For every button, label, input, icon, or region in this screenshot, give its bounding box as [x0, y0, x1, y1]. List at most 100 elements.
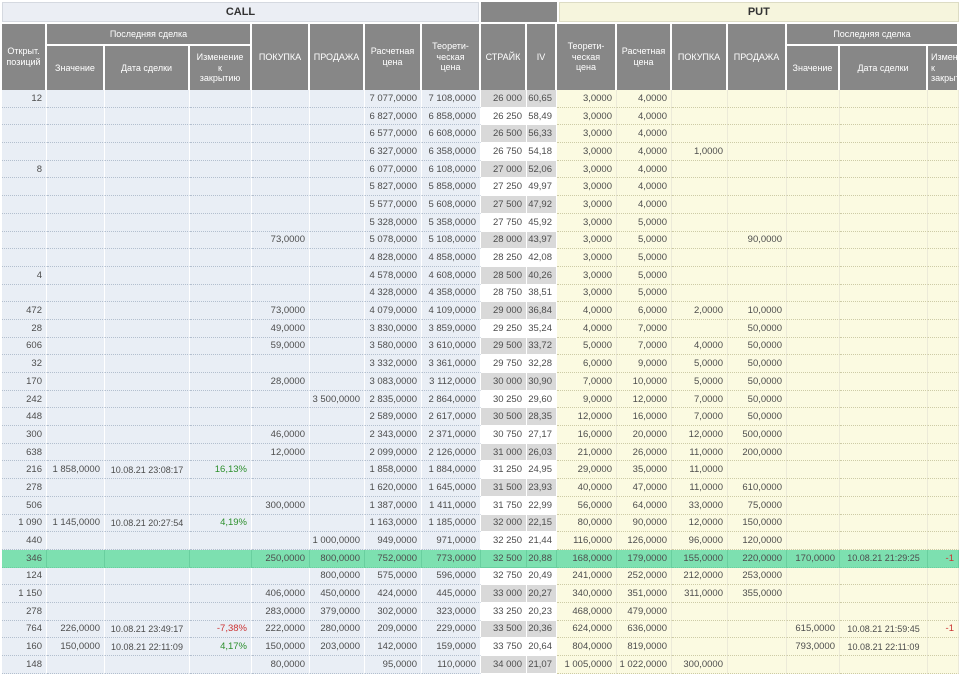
call-buy-cell[interactable]	[252, 567, 310, 586]
put-sell-cell[interactable]	[728, 266, 787, 285]
call-open-positions-cell[interactable]: 764	[2, 620, 47, 639]
call-open-positions-cell[interactable]	[2, 107, 47, 126]
call-open-positions-cell[interactable]	[2, 284, 47, 303]
call-open-positions-cell[interactable]	[2, 231, 47, 250]
put-sell-cell[interactable]	[728, 160, 787, 179]
put-sell-cell[interactable]	[728, 638, 787, 656]
call-last-trade-date-cell[interactable]	[105, 178, 190, 197]
put-last-trade-date-cell[interactable]	[840, 443, 928, 462]
call-last-trade-date-cell[interactable]: 10.08.21 20:27:54	[105, 514, 190, 533]
call-change-to-close-cell[interactable]	[190, 426, 252, 444]
put-buy-cell[interactable]	[672, 160, 728, 179]
put-last-value-cell[interactable]	[787, 337, 840, 356]
call-open-positions-cell[interactable]: 1 090	[2, 514, 47, 533]
put-last-value-cell[interactable]	[787, 125, 840, 144]
call-sell-cell[interactable]	[310, 355, 365, 373]
call-buy-cell[interactable]	[252, 390, 310, 409]
put-change-to-close-cell[interactable]	[928, 266, 959, 285]
call-last-trade-date-cell[interactable]	[105, 656, 190, 674]
put-change-to-close-cell[interactable]	[928, 567, 959, 586]
iv-cell[interactable]: 27,17	[527, 426, 557, 444]
put-theoretical-price-cell[interactable]: 80,0000	[557, 514, 617, 533]
call-buy-cell[interactable]	[252, 125, 310, 144]
put-settlement-price-cell[interactable]: 479,0000	[617, 602, 672, 621]
call-buy-cell[interactable]: 80,0000	[252, 656, 310, 674]
put-last-value-cell[interactable]	[787, 143, 840, 161]
call-open-positions-cell[interactable]: 506	[2, 496, 47, 515]
strike-cell[interactable]: 29 250	[481, 319, 527, 338]
put-theoretical-price-cell[interactable]: 3,0000	[557, 266, 617, 285]
put-change-to-close-cell[interactable]: -1	[928, 549, 959, 568]
put-last-trade-date-cell[interactable]: 10.08.21 21:29:25	[840, 549, 928, 568]
put-buy-cell[interactable]: 96,0000	[672, 532, 728, 550]
call-buy-cell[interactable]	[252, 266, 310, 285]
call-buy-cell[interactable]	[252, 408, 310, 427]
call-last-trade-date-cell[interactable]	[105, 143, 190, 161]
put-sell-cell[interactable]	[728, 90, 787, 108]
call-last-trade-date-cell[interactable]: 10.08.21 22:11:09	[105, 638, 190, 656]
call-buy-cell[interactable]	[252, 196, 310, 214]
call-sell-cell[interactable]	[310, 143, 365, 161]
put-buy-cell[interactable]	[672, 178, 728, 197]
put-change-to-close-cell[interactable]	[928, 249, 959, 267]
put-sell-cell[interactable]: 355,0000	[728, 585, 787, 603]
put-sell-cell[interactable]: 90,0000	[728, 231, 787, 250]
call-open-positions-cell[interactable]: 278	[2, 602, 47, 621]
call-settlement-price-cell[interactable]: 2 589,0000	[365, 408, 422, 427]
call-settlement-price-cell[interactable]: 3 083,0000	[365, 373, 422, 391]
call-last-value-cell[interactable]: 226,0000	[47, 620, 105, 639]
put-buy-cell[interactable]: 4,0000	[672, 337, 728, 356]
call-sell-cell[interactable]: 203,0000	[310, 638, 365, 656]
call-sell-cell[interactable]	[310, 373, 365, 391]
put-theoretical-price-cell[interactable]: 3,0000	[557, 213, 617, 232]
put-theoretical-price-cell[interactable]: 3,0000	[557, 125, 617, 144]
put-buy-cell[interactable]: 311,0000	[672, 585, 728, 603]
call-settlement-price-cell[interactable]: 6 577,0000	[365, 125, 422, 144]
put-change-to-close-cell[interactable]	[928, 496, 959, 515]
call-last-trade-date-cell[interactable]	[105, 479, 190, 497]
put-theoretical-price-cell[interactable]: 4,0000	[557, 319, 617, 338]
put-last-value-cell[interactable]	[787, 514, 840, 533]
call-change-to-close-cell[interactable]: 4,19%	[190, 514, 252, 533]
call-change-to-close-cell[interactable]	[190, 532, 252, 550]
iv-cell[interactable]: 22,99	[527, 496, 557, 515]
call-last-value-cell[interactable]: 150,0000	[47, 638, 105, 656]
call-last-trade-date-cell[interactable]	[105, 390, 190, 409]
put-theoretical-price-cell[interactable]: 5,0000	[557, 337, 617, 356]
put-settlement-price-cell[interactable]: 20,0000	[617, 426, 672, 444]
call-change-to-close-cell[interactable]	[190, 373, 252, 391]
call-last-trade-date-cell[interactable]	[105, 567, 190, 586]
put-buy-cell[interactable]: 11,0000	[672, 461, 728, 480]
call-change-to-close-cell[interactable]	[190, 602, 252, 621]
call-sell-cell[interactable]: 1 000,0000	[310, 532, 365, 550]
call-settlement-price-cell[interactable]: 4 079,0000	[365, 302, 422, 320]
put-last-value-cell[interactable]	[787, 479, 840, 497]
call-sell-cell[interactable]	[310, 443, 365, 462]
put-change-to-close-cell[interactable]	[928, 479, 959, 497]
put-settlement-price-cell[interactable]: 12,0000	[617, 390, 672, 409]
call-last-value-cell[interactable]	[47, 125, 105, 144]
put-last-trade-date-cell[interactable]	[840, 461, 928, 480]
call-open-positions-cell[interactable]: 472	[2, 302, 47, 320]
put-buy-cell[interactable]: 12,0000	[672, 514, 728, 533]
call-settlement-price-cell[interactable]: 1 163,0000	[365, 514, 422, 533]
iv-cell[interactable]: 20,64	[527, 638, 557, 656]
call-theoretical-price-cell[interactable]: 7 108,0000	[422, 90, 481, 108]
call-open-positions-cell[interactable]: 216	[2, 461, 47, 480]
iv-cell[interactable]: 22,15	[527, 514, 557, 533]
call-settlement-price-cell[interactable]: 752,0000	[365, 549, 422, 568]
put-settlement-price-cell[interactable]: 636,0000	[617, 620, 672, 639]
call-change-to-close-cell[interactable]	[190, 408, 252, 427]
call-settlement-price-cell[interactable]: 575,0000	[365, 567, 422, 586]
put-buy-cell[interactable]: 5,0000	[672, 355, 728, 373]
put-settlement-price-cell[interactable]: 179,0000	[617, 549, 672, 568]
put-sell-cell[interactable]: 220,0000	[728, 549, 787, 568]
put-theoretical-price-cell[interactable]: 3,0000	[557, 284, 617, 303]
put-settlement-price-cell[interactable]: 35,0000	[617, 461, 672, 480]
put-sell-cell[interactable]: 50,0000	[728, 355, 787, 373]
call-last-value-cell[interactable]: 1 858,0000	[47, 461, 105, 480]
call-open-positions-cell[interactable]: 8	[2, 160, 47, 179]
call-last-value-cell[interactable]	[47, 107, 105, 126]
call-buy-cell[interactable]: 12,0000	[252, 443, 310, 462]
put-last-trade-date-cell[interactable]	[840, 337, 928, 356]
